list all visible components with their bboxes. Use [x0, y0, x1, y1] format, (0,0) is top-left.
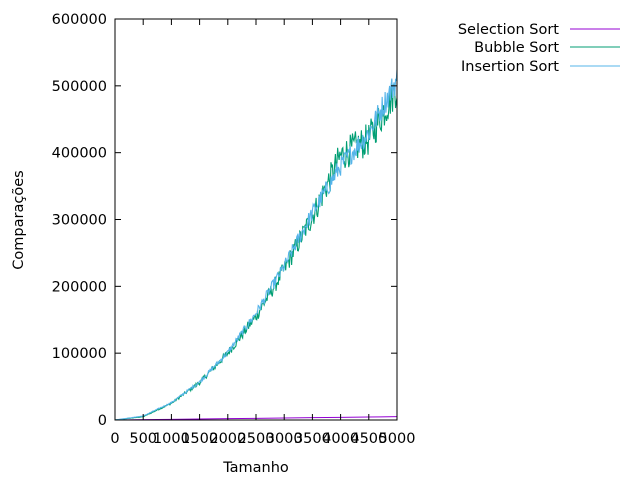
x-tick-label-7: 3500	[294, 431, 331, 447]
x-tick-label-9: 4500	[350, 431, 387, 447]
x-tick-label-4: 2000	[209, 431, 246, 447]
x-tick-label-1: 500	[129, 431, 157, 447]
y-tick-label-1: 100000	[52, 346, 107, 362]
series-line-bubble-sort	[114, 79, 398, 421]
legend-label-bubble-sort: Bubble Sort	[474, 40, 559, 56]
series-layer	[114, 69, 398, 421]
y-tick-label-6: 600000	[52, 12, 107, 28]
x-axis-label: Tamanho	[222, 460, 289, 476]
y-tick-label-0: 0	[98, 413, 107, 429]
series-line-insertion-sort	[114, 69, 398, 421]
legend-label-selection-sort: Selection Sort	[458, 22, 559, 38]
x-tick-label-3: 1500	[181, 431, 218, 447]
plot-area-border	[114, 18, 398, 421]
y-tick-label-3: 300000	[52, 213, 107, 229]
x-tick-label-10: 5000	[379, 431, 416, 447]
x-tick-label-0: 0	[110, 431, 119, 447]
y-axis-label: Comparações	[11, 170, 27, 269]
x-tick-label-6: 3000	[266, 431, 303, 447]
y-tick-label-4: 400000	[52, 146, 107, 162]
y-tick-label-2: 200000	[52, 279, 107, 295]
y-tick-label-5: 500000	[52, 79, 107, 95]
x-tick-label-8: 4000	[322, 431, 359, 447]
legend: Selection Sort Bubble Sort Insertion Sor…	[458, 22, 620, 75]
ticks-layer	[114, 18, 398, 421]
x-tick-label-5: 2500	[238, 431, 275, 447]
x-tick-label-2: 1000	[153, 431, 190, 447]
legend-label-insertion-sort: Insertion Sort	[461, 59, 559, 75]
tick-labels: 0 100000 200000 300000 400000 500000 600000 0 50…	[52, 12, 416, 447]
